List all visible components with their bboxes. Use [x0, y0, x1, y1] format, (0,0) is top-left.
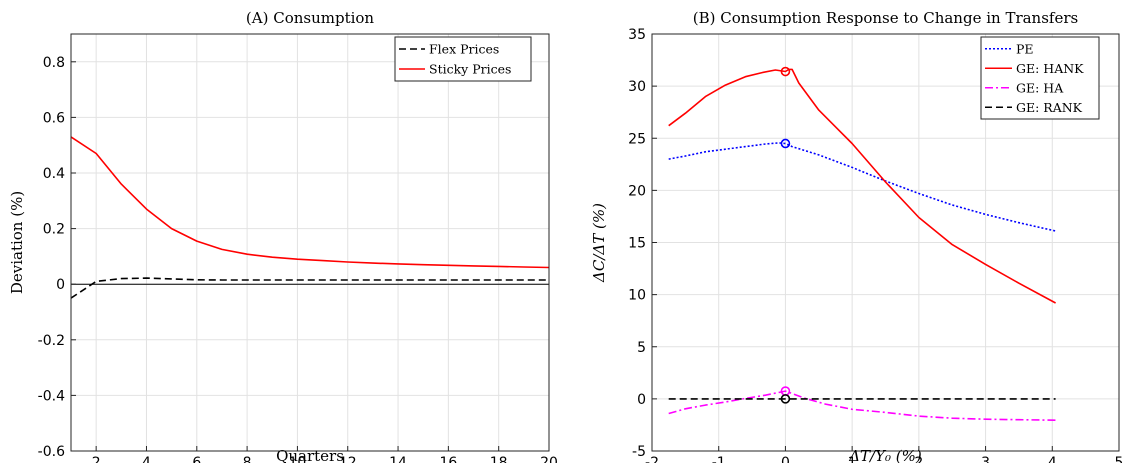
chart-title: (A) Consumption	[246, 9, 375, 27]
legend-label: PE	[1016, 41, 1034, 56]
x-tick-label: 4	[142, 455, 151, 463]
x-tick-label: 8	[243, 455, 252, 463]
x-tick-label: 2	[92, 455, 101, 463]
x-tick-label: 1	[848, 455, 857, 463]
plot-frame	[70, 33, 550, 452]
legend-box	[394, 36, 532, 82]
x-tick-label: 4	[1048, 455, 1057, 463]
y-tick-label: 35	[628, 27, 646, 43]
y-axis-label: ΔC/ΔT (%)	[590, 203, 608, 283]
x-tick-label: 12	[339, 455, 357, 463]
legend: PE GE: HANK GE: HA GE: RANK	[980, 36, 1100, 120]
y-tick-label: 5	[637, 340, 646, 356]
y-tick-label: 30	[628, 79, 646, 95]
x-tick-label: 10	[289, 455, 307, 463]
legend-label: GE: HA	[1016, 80, 1064, 95]
x-tick-label: 0	[781, 455, 790, 463]
y-tick-label: -0.4	[38, 388, 65, 404]
x-tick-label: 5	[1115, 455, 1124, 463]
series-line-pe	[668, 142, 1056, 232]
series-marker-ge-hank	[780, 66, 791, 77]
x-tick-label: -2	[645, 455, 659, 463]
series-marker-ge-rank	[780, 394, 791, 404]
x-tick-label: 14	[389, 455, 407, 463]
series-line-flex-prices	[70, 277, 549, 299]
x-tick-label: 20	[540, 455, 558, 463]
y-tick-label: 0.8	[43, 55, 65, 71]
series-marker-pe	[780, 138, 791, 149]
chart-panel-b: -2 -1 0 1 2 3 4 5 -5 0 5 10 15 20 25 30 35 (B) Consumptio…	[590, 9, 1123, 463]
y-tick-label: 20	[628, 183, 646, 199]
y-tick-label: 0.2	[43, 222, 65, 238]
legend-box	[980, 36, 1100, 120]
x-axis-label: Quarters	[276, 447, 344, 463]
x-tick-label: 18	[490, 455, 508, 463]
y-axis-label: Deviation (%)	[8, 191, 26, 294]
y-tick-label: -0.2	[38, 333, 65, 349]
chart-title: (B) Consumption Response to Change in Tr…	[693, 9, 1078, 27]
y-tick-label: 0	[56, 277, 65, 293]
x-tick-label: -1	[712, 455, 726, 463]
series-line-ge-hank	[668, 68, 1056, 304]
series-line-sticky-prices	[70, 136, 550, 269]
chart-panel-a: 2 4 6 8 10 12 14 16 18 20 -0.6 -0.4 -0.2 0 0.2 0.4 0.6 0.…	[8, 9, 558, 463]
y-tick-label: -5	[632, 444, 646, 460]
y-tick-label: 10	[628, 288, 646, 304]
legend: Flex Prices Sticky Prices	[394, 36, 532, 82]
x-tick-label: 3	[981, 455, 990, 463]
legend-label: GE: RANK	[1016, 100, 1083, 115]
x-axis-label: ΔT/Y₀ (%)	[848, 447, 922, 463]
x-tick-label: 16	[439, 455, 457, 463]
y-tick-label: 0.4	[43, 166, 65, 182]
y-tick-label: -0.6	[38, 444, 65, 460]
x-tick-label: 2	[914, 455, 923, 463]
legend-label: Sticky Prices	[429, 62, 511, 77]
y-tick-label: 0.6	[43, 110, 65, 126]
y-tick-label: 25	[628, 131, 646, 147]
x-tick-label: 6	[192, 455, 201, 463]
y-tick-label: 15	[628, 236, 646, 252]
series-line-ge-ha	[668, 390, 1056, 421]
legend-label: GE: HANK	[1016, 61, 1084, 76]
legend-label: Flex Prices	[429, 42, 499, 57]
y-tick-label: 0	[637, 392, 646, 408]
